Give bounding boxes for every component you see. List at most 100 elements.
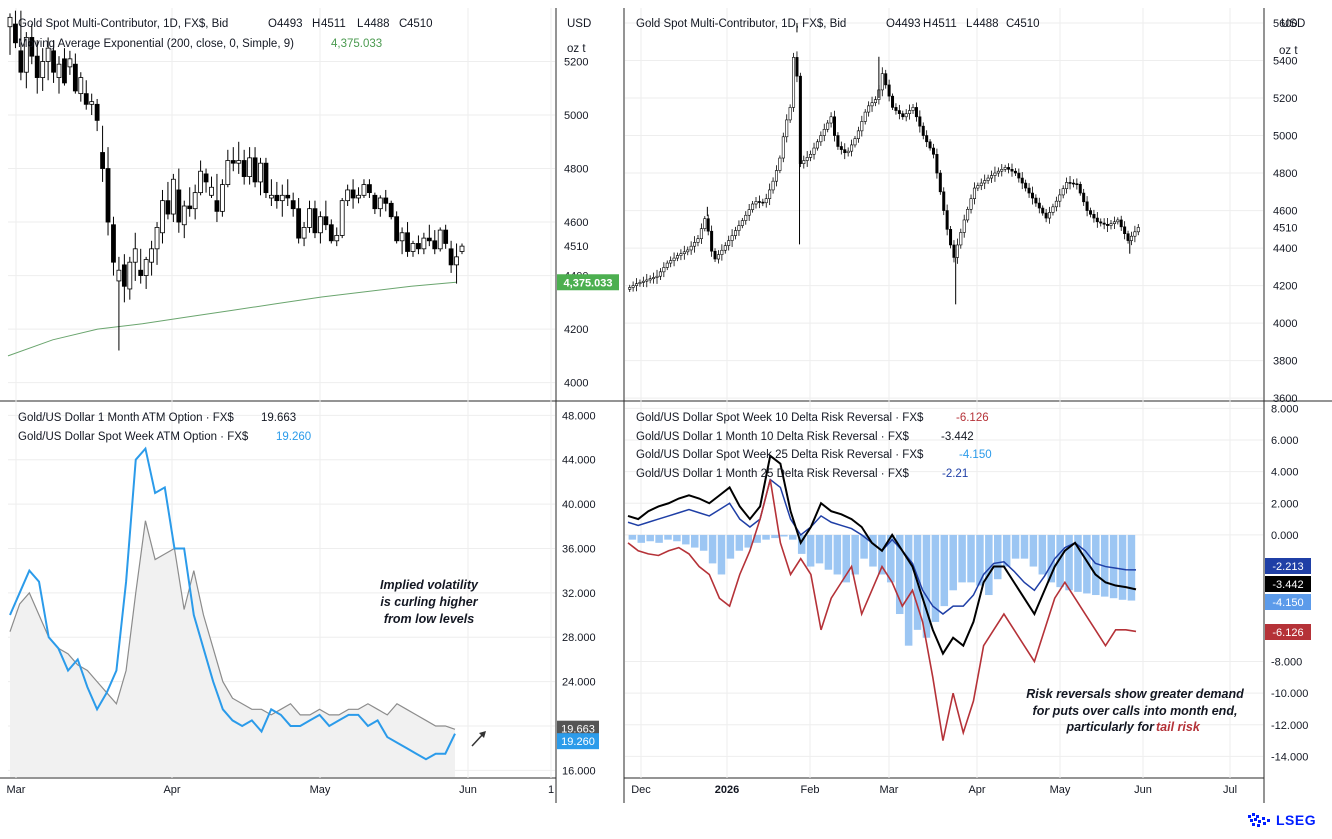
legend-layer: Gold Spot Multi-Contributor, 1D, FX$, Bi… xyxy=(18,18,1305,734)
tl-currency: USD xyxy=(567,18,591,30)
tl-unit: oz t xyxy=(567,43,586,55)
bl-badge-month xyxy=(557,720,599,737)
bl-spot-week-atm-line xyxy=(9,446,456,761)
tr-candle-body-81 xyxy=(904,113,908,118)
br-badge-spot25 xyxy=(1265,594,1311,610)
tr-candle-body-45 xyxy=(781,136,785,159)
tr-ohlc-c: 4510 xyxy=(1014,18,1040,30)
tr-candle-body-40 xyxy=(764,198,768,204)
br-hist-bar-34 xyxy=(931,534,940,622)
tr-candle-body-15 xyxy=(679,253,683,256)
br-y-tick-11: 6.000 xyxy=(1271,435,1299,447)
tr-candle-body-78 xyxy=(894,107,898,111)
br-y-tick-8: 0.000 xyxy=(1271,530,1299,542)
tr-candle-body-146 xyxy=(1126,233,1130,241)
tl-candle-body-43 xyxy=(241,160,247,177)
tl-candle-body-44 xyxy=(247,157,253,177)
tl-x-tick-0: Mar xyxy=(7,784,26,796)
tl-candle-body-40 xyxy=(225,160,231,186)
tl-indicator-value: 4,375.033 xyxy=(331,38,382,50)
br-hist-bar-30 xyxy=(895,534,904,615)
tr-candle-body-92 xyxy=(942,191,946,211)
bl-arrow-head xyxy=(479,731,486,738)
br-hist-bar-44 xyxy=(1020,534,1029,559)
tl-candle-body-25 xyxy=(143,259,149,276)
tr-candle-body-38 xyxy=(757,201,761,203)
tr-candle-body-82 xyxy=(908,110,912,114)
br-hist-bar-21 xyxy=(815,534,824,564)
tr-candle-body-145 xyxy=(1123,226,1127,234)
br-hist-bar-40 xyxy=(985,534,993,596)
br-hist-bar-25 xyxy=(851,534,859,575)
tr-y-tick-11: 5600 xyxy=(1273,18,1297,30)
tr-candle-body-134 xyxy=(1085,201,1089,211)
tr-candle-body-115 xyxy=(1020,177,1024,184)
br-hist-bar-47 xyxy=(1047,534,1055,583)
br-hist-bar-1 xyxy=(637,534,646,543)
br-hist-bar-8 xyxy=(699,534,708,551)
tl-x-tick-4: 1 xyxy=(548,784,554,796)
tr-candle-body-147 xyxy=(1129,235,1133,241)
tr-candle-body-142 xyxy=(1112,221,1116,224)
tr-candle-body-66 xyxy=(853,138,857,146)
tl-candle-body-66 xyxy=(367,184,372,194)
chart-top-left: 40004200440045104600480050005200MarAprMa… xyxy=(7,8,619,796)
tl-ma-line xyxy=(7,281,457,357)
bl-badge-spot-text: 19.260 xyxy=(561,736,595,748)
tl-ohlc-c: 4510 xyxy=(407,18,433,30)
br-month-10d-line xyxy=(627,454,1137,656)
tr-candle-body-48 xyxy=(792,57,796,108)
br-hist-bar-35 xyxy=(940,534,949,607)
bl-y-tick-2: 24.000 xyxy=(562,677,596,689)
panel-frame xyxy=(0,8,1332,803)
br-legend-1-name: Gold/US Dollar Spot Week 10 Delta Risk R… xyxy=(636,412,924,424)
tr-candle-body-138 xyxy=(1099,221,1103,224)
tr-candle-body-61 xyxy=(836,135,840,147)
tl-candle-body-15 xyxy=(89,101,95,105)
tl-candle-body-36 xyxy=(203,173,209,183)
tr-candle-body-136 xyxy=(1092,214,1096,219)
tl-x-tick-3: Jun xyxy=(459,784,477,796)
tr-candle-body-109 xyxy=(1000,169,1004,172)
tr-candle-body-112 xyxy=(1010,169,1014,172)
tr-candle-body-4 xyxy=(641,280,645,283)
br-hist-bar-15 xyxy=(762,534,770,540)
tr-candle-body-3 xyxy=(638,282,642,285)
tr-candle-body-57 xyxy=(822,128,826,136)
br-hist-bar-27 xyxy=(869,534,877,567)
tl-candle-body-21 xyxy=(121,264,127,287)
tr-candle-body-1 xyxy=(631,285,635,288)
tl-candle-body-30 xyxy=(170,178,176,215)
br-hist-bar-16 xyxy=(771,534,779,539)
br-y-tick-3: -8.000 xyxy=(1271,656,1302,668)
br-y-tick-0: -14.000 xyxy=(1271,751,1308,763)
tr-candle-body-96 xyxy=(955,244,959,258)
tl-candle-body-22 xyxy=(127,261,133,290)
bl-month-atm-area xyxy=(10,520,455,777)
tr-candle-body-121 xyxy=(1041,207,1045,214)
tr-candle-body-102 xyxy=(976,185,980,189)
tr-y-tick-4: 4400 xyxy=(1273,243,1297,255)
tl-candle-body-1 xyxy=(13,23,18,44)
tr-title: Gold Spot Multi-Contributor, 1D, FX$, Bi… xyxy=(636,18,846,30)
tr-candle-body-43 xyxy=(774,170,778,182)
tr-candle-body-128 xyxy=(1065,182,1069,189)
br-hist-bar-7 xyxy=(690,534,699,548)
br-badge-month10-text: -3.442 xyxy=(1272,579,1303,591)
tr-candle-body-58 xyxy=(826,122,830,130)
tl-candle-body-14 xyxy=(83,93,89,105)
tl-candle-body-59 xyxy=(328,224,334,242)
tr-candle-body-124 xyxy=(1051,206,1055,213)
tr-candle-body-5 xyxy=(645,279,649,282)
tr-candle-body-144 xyxy=(1119,219,1123,228)
tr-candle-body-47 xyxy=(788,107,792,121)
tr-candle-body-95 xyxy=(952,244,956,258)
tr-candle-body-106 xyxy=(990,175,994,179)
tr-y-tick-0: 3600 xyxy=(1273,393,1297,405)
br-hist-bar-11 xyxy=(726,534,735,559)
tr-candle-body-27 xyxy=(720,249,724,255)
bl-badge-spot xyxy=(557,733,599,750)
br-legend-2-value: -3.442 xyxy=(941,431,974,443)
br-hist-bar-13 xyxy=(744,534,752,548)
tr-candle-body-88 xyxy=(928,141,932,149)
